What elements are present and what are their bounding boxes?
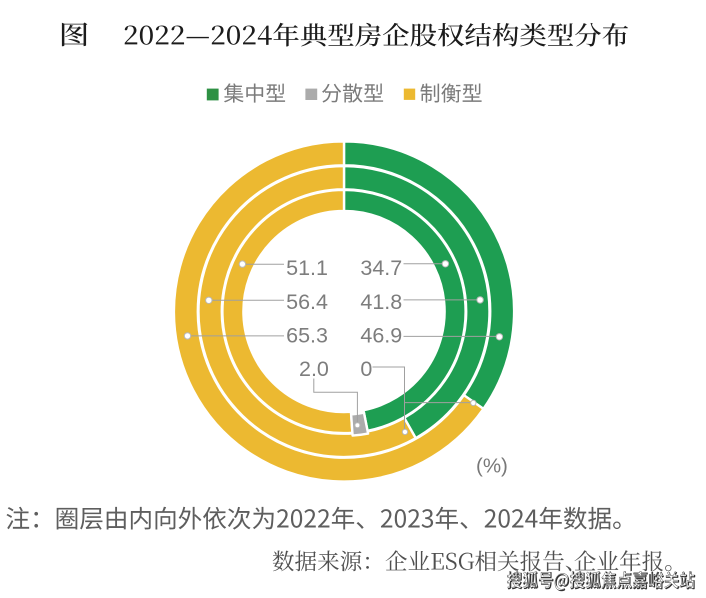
svg-text:56.4: 56.4 [286, 290, 328, 314]
svg-text:46.9: 46.9 [360, 324, 402, 348]
svg-text:34.7: 34.7 [360, 256, 402, 280]
svg-text:(%): (%) [476, 455, 508, 478]
svg-text:51.1: 51.1 [286, 256, 328, 280]
svg-text:65.3: 65.3 [286, 324, 328, 348]
svg-text:0: 0 [360, 357, 372, 381]
svg-text:41.8: 41.8 [360, 290, 402, 314]
svg-text:2.0: 2.0 [299, 357, 329, 381]
